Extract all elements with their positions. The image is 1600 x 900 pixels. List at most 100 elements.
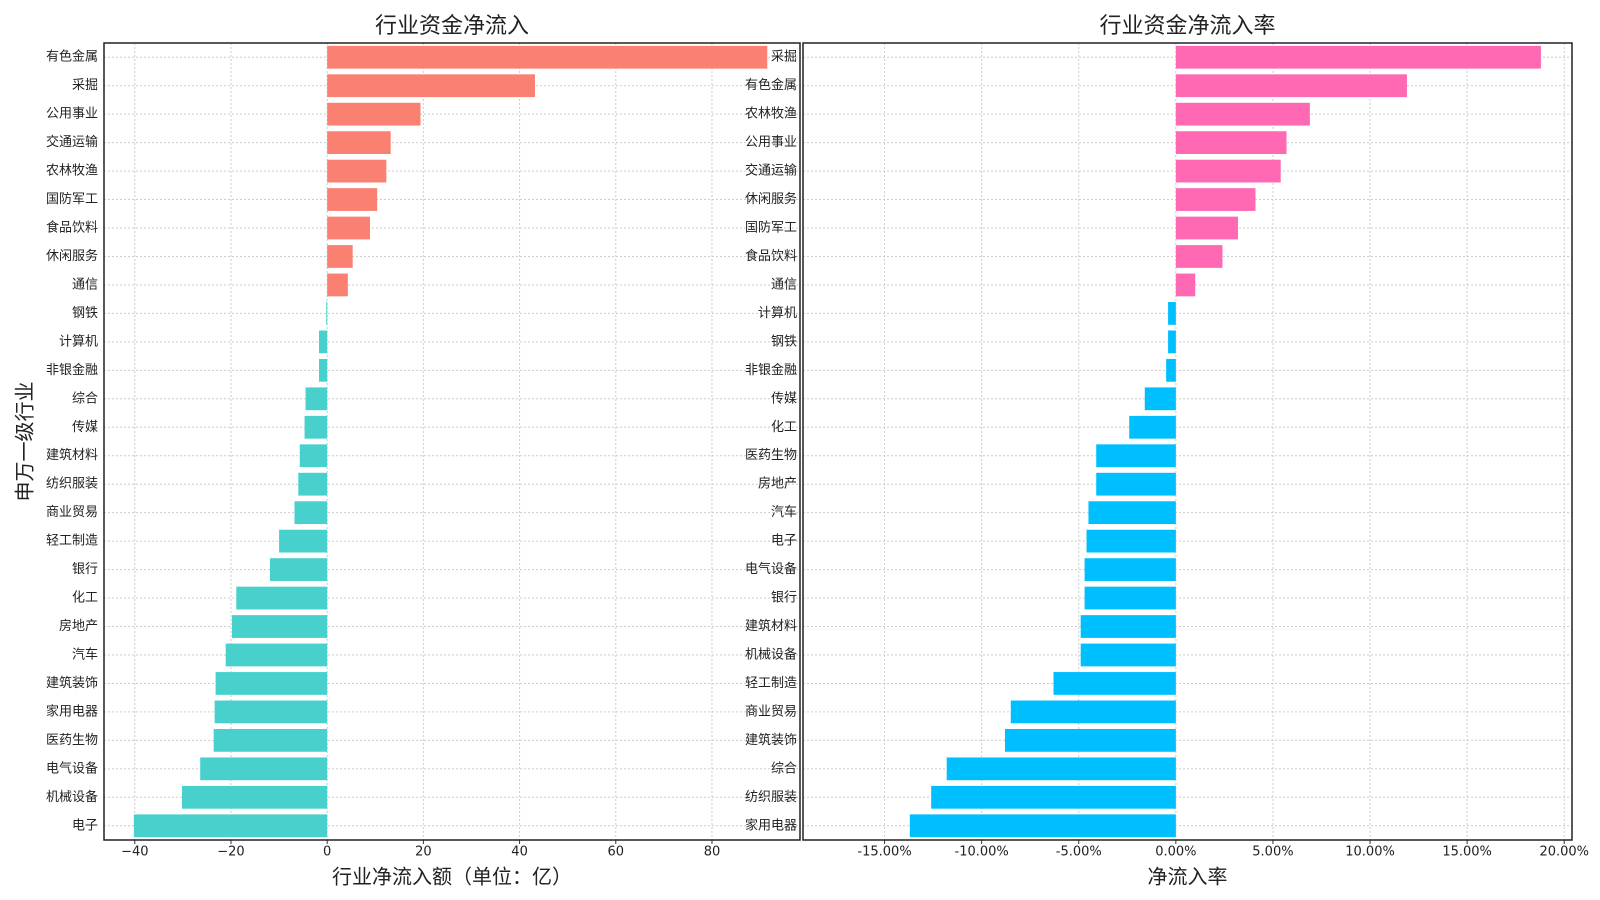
- y-tick-label: 房地产: [758, 476, 797, 492]
- x-tick-label: -5.00%: [1056, 845, 1102, 860]
- y-tick-label: 家用电器: [46, 703, 98, 719]
- bar: [1175, 131, 1287, 155]
- plot-frame: [103, 42, 801, 841]
- y-tick-label: 纺织服装: [745, 790, 797, 805]
- bar: [1168, 302, 1176, 325]
- bar: [299, 444, 328, 468]
- y-tick-label: 电气设备: [46, 760, 98, 776]
- y-tick-label: 商业贸易: [46, 505, 98, 520]
- y-tick-label: 商业贸易: [745, 704, 797, 719]
- bar: [1175, 188, 1256, 211]
- bar: [326, 302, 328, 325]
- bar: [1053, 672, 1176, 695]
- bar: [327, 216, 370, 240]
- bar: [1144, 387, 1176, 411]
- y-tick-label: 钢铁: [72, 306, 98, 321]
- bar: [1166, 358, 1176, 382]
- y-tick-label: 休闲服务: [46, 248, 98, 264]
- chart-title: 行业资金净流入: [375, 14, 529, 39]
- y-tick-label: 房地产: [59, 618, 98, 634]
- bar: [327, 245, 353, 268]
- y-tick-label: 建筑材料: [46, 447, 98, 463]
- y-tick-label: 化工: [771, 420, 797, 435]
- y-tick-label: 钢铁: [771, 334, 797, 349]
- y-tick-label: 电子: [72, 818, 98, 833]
- bar: [133, 814, 328, 838]
- bar: [269, 558, 328, 581]
- y-tick-label: 计算机: [758, 306, 797, 321]
- y-tick-label: 通信: [72, 277, 98, 292]
- bar: [1175, 45, 1541, 69]
- x-tick-label: 0.00%: [1155, 845, 1196, 860]
- x-tick-label: 15.00%: [1442, 845, 1492, 860]
- y-tick-label: 国防军工: [46, 191, 98, 207]
- bar: [1084, 558, 1176, 581]
- y-tick-label: 非银金融: [46, 362, 98, 378]
- bar: [1010, 700, 1176, 724]
- x-tick-label: 40: [511, 845, 528, 860]
- bar: [213, 728, 328, 752]
- y-tick-label: 电子: [771, 534, 797, 549]
- y-tick-label: 交通运输: [745, 163, 797, 179]
- bar: [215, 672, 328, 695]
- y-tick-label: 建筑装饰: [745, 732, 797, 748]
- bar: [327, 131, 391, 155]
- bar: [1086, 529, 1176, 553]
- bar: [1175, 245, 1223, 268]
- bar: [305, 387, 328, 411]
- x-tick-label: 20: [415, 845, 432, 860]
- bar: [304, 415, 328, 439]
- y-tick-label: 机械设备: [745, 646, 797, 662]
- x-tick-label: −20: [217, 845, 244, 860]
- y-tick-label: 传媒: [72, 420, 98, 435]
- bar: [909, 814, 1176, 838]
- bar: [327, 102, 421, 126]
- bar: [1175, 102, 1310, 126]
- y-tick-label: 纺织服装: [46, 477, 98, 492]
- y-tick-label: 食品饮料: [46, 220, 98, 236]
- y-tick-label: 化工: [72, 591, 98, 606]
- bar: [1096, 444, 1176, 468]
- x-tick-label: 5.00%: [1252, 845, 1293, 860]
- x-tick-label: -15.00%: [857, 845, 911, 860]
- y-tick-label: 食品饮料: [745, 248, 797, 264]
- bar: [1088, 501, 1176, 525]
- y-tick-label: 非银金融: [745, 362, 797, 378]
- y-tick-label: 综合: [72, 391, 98, 406]
- bar: [319, 358, 328, 382]
- bar: [1175, 74, 1407, 98]
- y-tick-label: 传媒: [771, 391, 797, 406]
- bar: [327, 45, 768, 69]
- bar: [1175, 216, 1238, 240]
- y-tick-label: 通信: [771, 277, 797, 292]
- x-tick-label: 10.00%: [1345, 845, 1395, 860]
- bar: [236, 586, 328, 610]
- y-tick-label: 轻工制造: [46, 534, 98, 549]
- bar: [327, 159, 387, 183]
- x-tick-label: 20.00%: [1539, 845, 1589, 860]
- y-tick-label: 电气设备: [745, 561, 797, 577]
- x-tick-label: -10.00%: [955, 845, 1009, 860]
- y-tick-label: 机械设备: [46, 789, 98, 805]
- bar: [327, 188, 378, 211]
- y-tick-label: 采掘: [771, 50, 797, 65]
- y-tick-label: 农林牧渔: [46, 164, 98, 179]
- bar: [327, 273, 348, 297]
- bar: [279, 529, 328, 553]
- bar: [931, 785, 1176, 809]
- y-tick-label: 休闲服务: [745, 191, 797, 207]
- bar: [319, 330, 328, 354]
- x-tick-label: −40: [121, 845, 148, 860]
- bar: [1129, 415, 1176, 439]
- y-tick-label: 汽车: [771, 504, 797, 520]
- bar: [1168, 330, 1176, 354]
- y-axis-label: 申万一级行业: [13, 382, 37, 502]
- y-tick-label: 轻工制造: [745, 676, 797, 691]
- bar: [1080, 643, 1176, 667]
- x-axis-label: 净流入率: [1148, 865, 1228, 889]
- y-tick-label: 公用事业: [46, 107, 98, 122]
- bar: [294, 501, 328, 525]
- bar: [214, 700, 328, 724]
- y-tick-label: 医药生物: [745, 448, 797, 463]
